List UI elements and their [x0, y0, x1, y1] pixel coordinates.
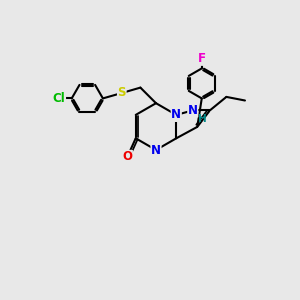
Text: O: O: [122, 150, 132, 164]
Text: N: N: [188, 104, 198, 117]
Text: H: H: [198, 114, 207, 124]
Text: Cl: Cl: [53, 92, 65, 105]
Text: N: N: [151, 143, 161, 157]
Text: F: F: [198, 52, 206, 65]
Text: S: S: [118, 86, 126, 100]
Text: N: N: [171, 108, 181, 122]
